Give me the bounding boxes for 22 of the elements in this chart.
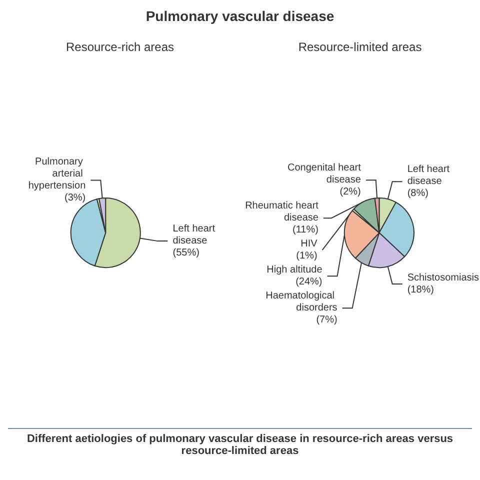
data-label: (55%)	[172, 248, 200, 259]
slice-label: Pulmonary arterial hypertension	[28, 156, 86, 192]
slice-label: Left heart disease	[172, 224, 218, 247]
slice-label: HIV	[300, 238, 318, 250]
chart-title: Pulmonary vascular disease	[144, 8, 336, 24]
text: Different aetiologies of pulmonary vascular disease in resource-rich areas versus resource-limited areas	[8, 428, 472, 457]
data-label: (2%)	[340, 186, 361, 198]
data-label: (3%)	[64, 192, 86, 204]
data-label: (18%)	[407, 284, 434, 296]
slice-label: Haematological disorders	[266, 290, 338, 314]
data-label: (11%)	[292, 224, 318, 236]
slice-label: Rheumatic heart disease	[245, 200, 319, 224]
data-label: (1%)	[296, 250, 318, 262]
data-label: (8%)	[407, 188, 428, 200]
chart-subtitle: Resource-rich areas	[66, 40, 174, 54]
slice-label: Schistosomiasis	[407, 272, 480, 284]
data-label: (7%)	[316, 314, 338, 326]
chart-subtitle: Resource-limited areas	[298, 40, 422, 54]
slice-label: Left heart disease	[407, 164, 452, 188]
slice-label: High altitude	[266, 264, 323, 276]
slice-label: Congenital heart disease	[287, 162, 362, 186]
data-label: (24%)	[296, 276, 322, 288]
